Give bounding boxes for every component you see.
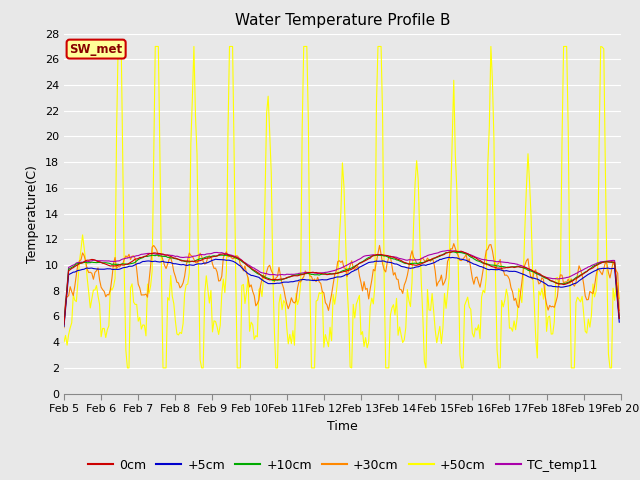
Legend: 0cm, +5cm, +10cm, +30cm, +50cm, TC_temp11: 0cm, +5cm, +10cm, +30cm, +50cm, TC_temp1… <box>83 454 602 477</box>
X-axis label: Time: Time <box>327 420 358 432</box>
Text: SW_met: SW_met <box>70 43 123 56</box>
Y-axis label: Temperature(C): Temperature(C) <box>26 165 39 263</box>
Title: Water Temperature Profile B: Water Temperature Profile B <box>235 13 450 28</box>
